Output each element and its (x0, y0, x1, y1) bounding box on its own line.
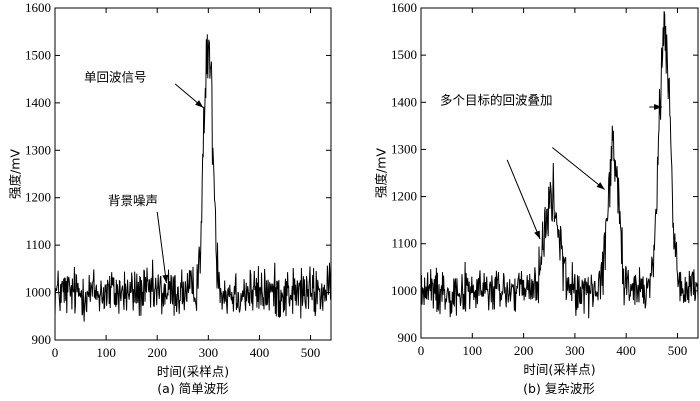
caption-b: (b) 复杂波形 (523, 381, 595, 396)
x-axis-label-a: 时间(采样点) (157, 364, 229, 379)
panel-a-chart: 900 1000 1100 1200 1300 1400 1500 1600 0 100 200 3… (8, 0, 332, 396)
arrow-head (654, 104, 663, 110)
annotation-arrow (506, 159, 541, 240)
x-tick-label: 0 (418, 343, 425, 358)
y-tick-label: 1000 (25, 285, 51, 300)
y-tick-label: 1200 (391, 189, 417, 204)
x-tick-label: 200 (514, 343, 534, 358)
annotation-label: 单回波信号 (84, 70, 147, 85)
annotation-label: 多个目标的回波叠加 (440, 93, 553, 108)
plot-frame-a (54, 7, 332, 341)
arrow-head (162, 274, 169, 284)
caption-a: (a) 简单波形 (157, 381, 229, 396)
waveform-line-a (54, 34, 332, 322)
x-axis-label-b: 时间(采样点) (523, 362, 595, 377)
y-tick-label: 1500 (391, 47, 417, 62)
x-tick-label: 400 (250, 345, 270, 360)
arrow-head (195, 100, 204, 108)
y-tick-label: 1300 (25, 142, 51, 157)
annotations-b: 多个目标的回波叠加 (440, 93, 663, 240)
x-tick-label: 500 (301, 345, 321, 360)
y-tick-label: 900 (32, 332, 52, 347)
panel-b-chart: 900 1000 1100 1200 1300 1400 1500 1600 0 100 200 3… (374, 0, 699, 396)
y-tick-label: 1500 (25, 47, 51, 62)
annotation-label: 背景噪声 (108, 193, 158, 208)
plot-frame-b (420, 7, 699, 339)
y-tick-label: 1400 (25, 95, 51, 110)
annotation-arrow (552, 147, 605, 190)
y-tick-label: 1100 (391, 236, 417, 251)
y-axis-label-b: 强度/mV (374, 148, 389, 198)
x-tick-label: 0 (52, 345, 59, 360)
x-tick-label: 100 (96, 345, 116, 360)
annotation-arrow (156, 211, 167, 284)
waveform-line-b (420, 11, 699, 319)
y-axis-b: 900 1000 1100 1200 1300 1400 1500 1600 (391, 0, 698, 345)
x-tick-label: 200 (147, 345, 167, 360)
y-tick-label: 1300 (391, 141, 417, 156)
y-tick-label: 1200 (25, 190, 51, 205)
y-tick-label: 1400 (391, 94, 417, 109)
x-axis-a: 0 100 200 300 400 500 (52, 8, 321, 360)
x-tick-label: 400 (616, 343, 636, 358)
y-tick-label: 1100 (25, 237, 51, 252)
y-tick-label: 1000 (391, 283, 417, 298)
x-tick-label: 300 (565, 343, 585, 358)
x-tick-label: 100 (463, 343, 483, 358)
x-tick-label: 500 (668, 343, 688, 358)
y-tick-label: 1600 (391, 0, 417, 15)
x-tick-label: 300 (199, 345, 219, 360)
y-axis-label-a: 强度/mV (8, 149, 23, 199)
arrow-head (596, 182, 605, 190)
x-axis-b: 0 100 200 300 400 500 (418, 8, 687, 358)
y-tick-label: 900 (398, 330, 418, 345)
y-tick-label: 1600 (25, 0, 51, 15)
y-axis-a: 900 1000 1100 1200 1300 1400 1500 1600 (25, 0, 331, 347)
arrow-head (534, 230, 541, 239)
